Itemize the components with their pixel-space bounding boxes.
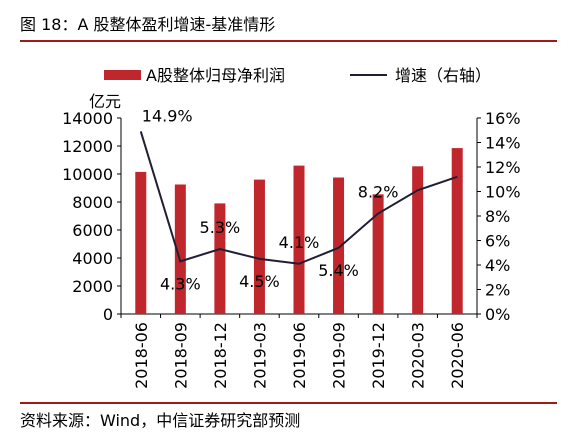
x-tick-label: 2020-06 — [448, 322, 467, 389]
x-ticks: 2018-06 2018-09 2018-12 2019-03 2019-06 2019-… — [120, 314, 478, 389]
left-tick-label: 4000 — [72, 249, 113, 268]
x-tick-label: 2020-03 — [409, 322, 428, 389]
left-tick-label: 2000 — [72, 277, 113, 296]
x-tick-label: 2019-06 — [290, 322, 309, 389]
right-tick-label: 16% — [485, 109, 521, 128]
x-tick-label: 2018-12 — [211, 322, 230, 389]
right-tick-label: 10% — [485, 183, 521, 202]
right-tick-label: 12% — [485, 158, 521, 177]
bar — [333, 177, 345, 314]
growth-line — [139, 131, 458, 265]
bar — [253, 179, 265, 314]
left-tick-label: 10000 — [62, 165, 113, 184]
title-divider — [20, 40, 557, 42]
bar — [214, 203, 226, 314]
right-tick-label: 0% — [485, 305, 510, 324]
point-label: 4.1% — [279, 233, 320, 252]
bar — [451, 148, 463, 314]
right-tick-label: 2% — [485, 281, 510, 300]
point-label: 5.4% — [318, 261, 359, 280]
x-tick-label: 2019-09 — [330, 322, 349, 389]
x-tick-label: 2019-03 — [250, 322, 269, 389]
source-note: 资料来源：Wind，中信证券研究部预测 — [20, 411, 301, 430]
line-series — [139, 131, 458, 265]
right-y-ticks: 0% 2% 4% 6% 8% 10% 12% 14% 16% — [477, 109, 521, 324]
left-y-ticks: 0 2000 4000 6000 8000 10000 12000 14000 — [62, 109, 121, 324]
right-tick-label: 6% — [485, 232, 510, 251]
left-tick-label: 12000 — [62, 137, 113, 156]
bar — [412, 166, 424, 314]
right-tick-label: 8% — [485, 207, 510, 226]
bar — [135, 171, 147, 314]
left-tick-label: 0 — [103, 305, 113, 324]
point-labels: 14.9% 4.3% 5.3% 4.5% 4.1% 5.4% 8.2% — [142, 106, 399, 293]
point-label: 5.3% — [200, 218, 241, 237]
bar — [293, 165, 305, 314]
footer-divider — [20, 402, 557, 404]
right-tick-label: 14% — [485, 134, 521, 153]
left-tick-label: 6000 — [72, 221, 113, 240]
figure-title: 图 18：A 股整体盈利增速-基准情形 — [20, 15, 276, 34]
right-tick-label: 4% — [485, 256, 510, 275]
point-label: 4.3% — [160, 274, 201, 293]
left-tick-label: 8000 — [72, 193, 113, 212]
point-label: 8.2% — [358, 183, 399, 202]
x-tick-label: 2018-09 — [171, 322, 190, 389]
bar — [174, 184, 186, 314]
x-tick-label: 2019-12 — [369, 322, 388, 389]
point-label: 4.5% — [239, 272, 280, 291]
bar-series — [135, 148, 463, 314]
legend-line-label: 增速（右轴） — [395, 66, 491, 85]
legend-bar-swatch — [104, 70, 141, 80]
x-tick-label: 2018-06 — [132, 322, 151, 389]
legend-bar-label: A股整体归母净利润 — [146, 66, 285, 85]
bar — [372, 194, 384, 314]
left-axis-unit: 亿元 — [89, 92, 121, 111]
left-tick-label: 14000 — [62, 109, 113, 128]
chart-legend: A股整体归母净利润 增速（右轴） — [104, 66, 491, 85]
point-label: 14.9% — [142, 106, 193, 125]
